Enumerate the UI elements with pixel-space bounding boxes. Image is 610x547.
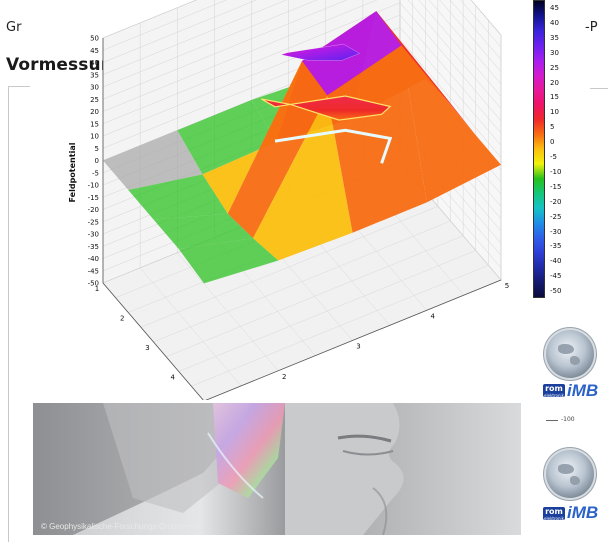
surface-cell-3-0 [178, 238, 279, 284]
colorbar-tick-label-9: 0 [550, 138, 555, 147]
surface-chart: 50454035302520151050-5-10-15-20-25-30-35… [68, 0, 509, 400]
colorbar-tick-label-11: -10 [550, 167, 562, 176]
imb-logo-2: iMB [567, 503, 599, 522]
surface-cell-0-0 [103, 130, 203, 190]
rom-logo-text-2: rom [545, 507, 563, 516]
z-tick-label-17: -35 [88, 243, 99, 251]
surface-cell-2-0 [153, 213, 253, 249]
colorbar-tick-label-10: -5 [550, 153, 557, 161]
rom-logo: rom elektronik [543, 384, 565, 398]
neck-scan-photo: © Geophysikalische-Forschungs-Gruppe e.V… [33, 403, 521, 535]
colorbar-tick-label-5: 20 [550, 78, 559, 87]
z-tick-label-19: -45 [88, 267, 99, 275]
z-gridline-5 [102, 0, 502, 100]
x-tick-label-0: 1 [95, 285, 99, 293]
z-tick-label-0: 50 [90, 35, 99, 43]
surface-cell-0-1 [177, 100, 277, 175]
z-tick-label-15: -25 [88, 218, 99, 226]
y-axis-line [205, 279, 502, 400]
colorbar-tick-label-7: 10 [550, 108, 559, 117]
header-right-text: -P [585, 20, 598, 35]
colorbar-tick-label-14: -25 [550, 212, 562, 221]
surface-cell-1-0 [128, 174, 228, 220]
globe-logo-icon [546, 330, 594, 378]
z-tick-label-18: -40 [88, 255, 99, 263]
z-axis-title: Feldpotential [68, 142, 77, 202]
z-tick-label-4: 30 [90, 84, 99, 92]
y-tick-label-4: 5 [505, 282, 509, 290]
copyright-text: © Geophysikalische-Forschungs-Gruppe e.V… [41, 522, 202, 531]
surface-cell-3-3 [401, 45, 501, 203]
y-tick-label-3: 4 [431, 312, 436, 320]
z-gridline-1 [102, 0, 502, 51]
z-gridline-3 [102, 0, 502, 75]
floor-gridline-u-6 [178, 250, 476, 372]
z-gridline-4 [102, 0, 502, 88]
z-tick-label-13: -15 [88, 194, 99, 202]
small-mark-text: -100 [561, 416, 575, 423]
colorbar-tick-label-17: -40 [550, 257, 562, 266]
colorbar-tick-label-16: -35 [550, 242, 562, 251]
rom-logo-subtext-2: elektronik [544, 516, 564, 521]
z-tick-label-6: 20 [90, 108, 99, 116]
floor-gridline-u-5 [166, 235, 464, 357]
z-tick-label-14: -20 [88, 206, 99, 214]
z-tick-label-20: -50 [88, 280, 99, 288]
colorbar-tick-label-2: 35 [550, 33, 559, 42]
z-tick-label-10: 0 [95, 157, 99, 165]
z-tick-label-8: 10 [90, 133, 99, 141]
z-tick-label-1: 45 [90, 47, 99, 55]
frame-line-left [8, 86, 9, 542]
colorbar-tick-label-1: 40 [550, 18, 559, 27]
surface-cell-3-2 [327, 45, 427, 233]
z-tick-label-5: 25 [90, 96, 99, 104]
colorbar-tick-label-19: -50 [550, 287, 562, 296]
peak-rim [274, 128, 393, 164]
globe-logo-icon-2 [546, 450, 594, 498]
rom-logo-text: rom [545, 384, 563, 393]
colorbar-tick-label-3: 30 [550, 48, 559, 57]
x-tick-label-3: 4 [171, 374, 176, 382]
x-axis-line [102, 282, 204, 400]
surface-cell-1-1 [202, 61, 302, 214]
y-tick-label-2: 3 [356, 343, 360, 351]
x-tick-label-1: 2 [120, 315, 124, 323]
rom-logo-subtext: elektronik [544, 393, 564, 398]
z-tick-label-12: -10 [88, 182, 99, 190]
z-tick-label-7: 15 [90, 120, 99, 128]
colorbar-tick-label-13: -20 [550, 197, 562, 206]
z-tick-label-9: 5 [95, 145, 99, 153]
colorbar-tick-label-6: 15 [550, 93, 559, 102]
z-tick-label-16: -30 [88, 231, 99, 239]
small-tick-line [546, 420, 558, 421]
z-gridline-6 [102, 0, 502, 112]
colorbar-tick-label-0: 45 [550, 4, 559, 12]
peak-top [280, 43, 361, 61]
surface-cell-2-3 [376, 11, 476, 136]
colorbar [533, 0, 545, 298]
colorbar-tick-label-8: 5 [550, 123, 555, 132]
colorbar-tick-label-4: 25 [550, 63, 559, 72]
frame-line-top [8, 86, 30, 87]
z-tick-label-2: 40 [90, 59, 99, 67]
peak-base [261, 95, 392, 121]
z-tick-label-11: -5 [92, 169, 99, 177]
colorbar-tick-label-12: -15 [550, 182, 562, 191]
colorbar-tick-label-18: -45 [550, 272, 562, 281]
z-tick-label-3: 35 [90, 71, 99, 79]
rom-logo-2: rom elektronik [543, 507, 565, 521]
colorbar-tick-label-15: -30 [550, 227, 562, 236]
header-left-text: Gr [6, 20, 22, 35]
surface-cell-3-1 [253, 95, 353, 261]
frame-line-top-right [590, 88, 608, 89]
z-gridline-2 [102, 0, 502, 63]
x-tick-label-2: 3 [145, 344, 149, 352]
imb-logo: iMB [567, 381, 599, 400]
y-tick-label-1: 2 [282, 373, 286, 381]
floor-gridline-u-7 [191, 265, 489, 387]
